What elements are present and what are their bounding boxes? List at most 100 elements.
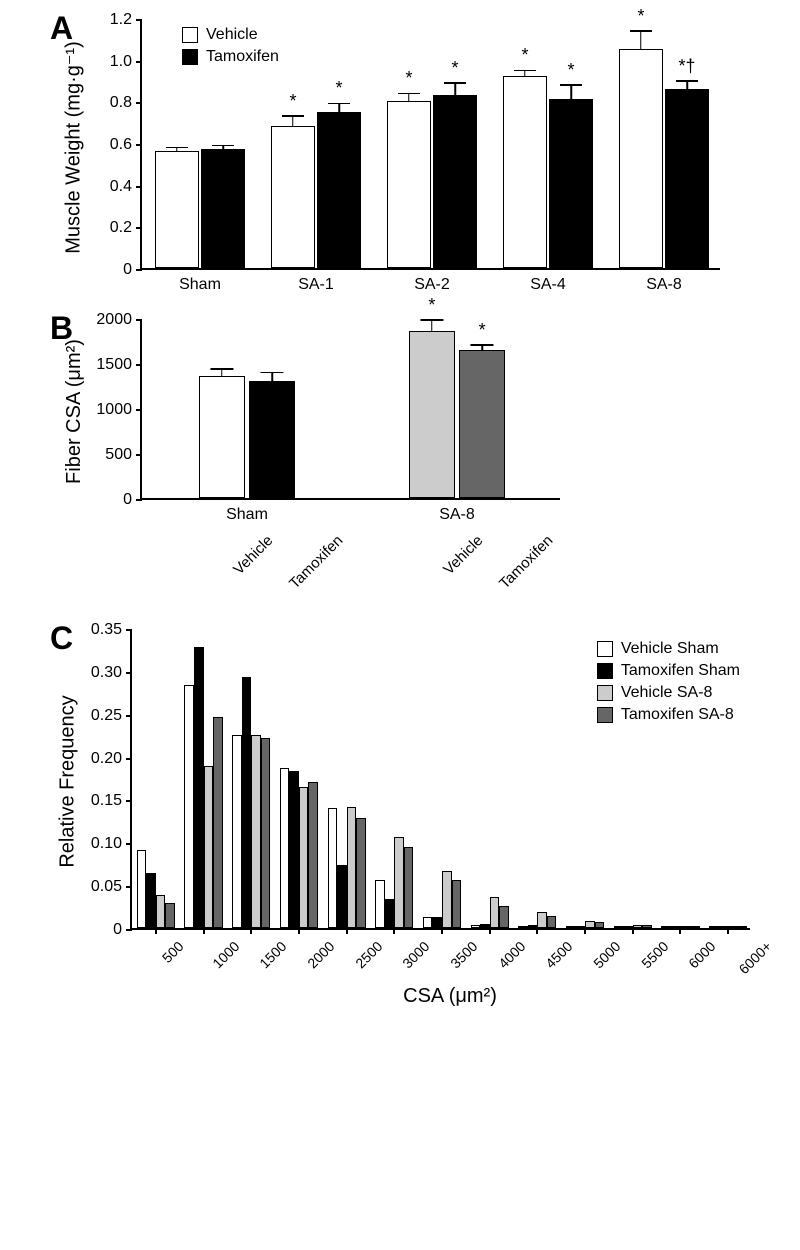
bar — [459, 350, 505, 499]
y-tick — [136, 61, 142, 63]
x-tick-label: 1000 — [209, 938, 242, 971]
legend-label: Vehicle — [206, 26, 258, 44]
x-tick — [393, 928, 395, 934]
hist-bar — [452, 880, 462, 928]
hist-bar — [146, 873, 156, 928]
hist-bar — [499, 906, 509, 928]
y-tick-label: 0.05 — [91, 878, 122, 896]
hist-bar — [156, 895, 166, 928]
error-bar — [570, 85, 572, 100]
hist-bar — [347, 807, 357, 928]
x-tick — [727, 928, 729, 934]
hist-bar — [204, 766, 214, 928]
annotation: * — [521, 45, 528, 66]
hist-bar — [680, 926, 690, 928]
x-tick-label: Sham — [179, 276, 221, 294]
legend-swatch — [597, 663, 613, 679]
annotation: * — [479, 320, 486, 341]
x-tick-label: 5000 — [590, 938, 623, 971]
legend-item: Tamoxifen SA-8 — [597, 706, 740, 724]
y-tick-label: 0.25 — [91, 707, 122, 725]
hist-bar — [375, 880, 385, 928]
bar — [409, 331, 455, 498]
x-tick-label: 1500 — [256, 938, 289, 971]
hist-bar — [518, 926, 528, 928]
group-label: Sham — [226, 506, 268, 524]
y-tick-label: 1500 — [96, 356, 132, 374]
error-cap — [514, 70, 536, 72]
y-tick — [126, 672, 132, 674]
group-label: SA-8 — [439, 506, 475, 524]
y-tick-label: 2000 — [96, 311, 132, 329]
x-tick-label: 500 — [159, 938, 187, 966]
hist-bar — [394, 837, 404, 928]
y-tick — [126, 929, 132, 931]
y-tick-label: 0.8 — [110, 94, 132, 112]
bar — [271, 126, 315, 268]
bar — [201, 149, 245, 268]
legend-swatch — [597, 641, 613, 657]
error-cap — [210, 368, 233, 370]
x-tick-label: 5500 — [638, 938, 671, 971]
error-cap — [398, 93, 420, 95]
error-bar — [338, 103, 340, 111]
annotation: *† — [679, 56, 696, 77]
y-tick — [136, 269, 142, 271]
bar — [619, 49, 663, 268]
x-tick-label: 3500 — [447, 938, 480, 971]
panel-a-legend: Vehicle Tamoxifen — [182, 26, 279, 70]
x-tick-label: 6000+ — [736, 938, 775, 977]
hist-bar — [738, 926, 748, 928]
hist-bar — [423, 917, 433, 928]
panel-a-chart: Muscle Weight (mg·g⁻¹) Vehicle Tamoxifen… — [140, 20, 720, 270]
x-tick-label: SA-8 — [646, 276, 682, 294]
hist-bar — [442, 871, 452, 928]
x-tick — [584, 928, 586, 934]
x-tick — [346, 928, 348, 934]
x-tick — [203, 928, 205, 934]
y-tick-label: 0.6 — [110, 136, 132, 154]
x-tick-label: 4000 — [495, 938, 528, 971]
y-tick-label: 0.35 — [91, 621, 122, 639]
bar — [249, 381, 295, 498]
y-tick — [126, 843, 132, 845]
panel-b-chart: Fiber CSA (μm²) 0500100015002000**ShamSA… — [140, 320, 560, 500]
hist-bar — [404, 847, 414, 928]
panel-b-ylabel: Fiber CSA (μm²) — [63, 339, 86, 484]
y-tick-label: 0 — [113, 921, 122, 939]
error-bar — [292, 116, 294, 126]
legend-item: Tamoxifen — [182, 48, 279, 66]
panel-c-xlabel: CSA (μm²) — [130, 985, 770, 1008]
y-tick — [136, 319, 142, 321]
x-tick-label: SA-2 — [414, 276, 450, 294]
bar-sub-label: Vehicle — [440, 532, 486, 578]
error-cap — [560, 84, 582, 86]
bar — [665, 89, 709, 268]
annotation: * — [428, 295, 435, 316]
bar-sub-label: Tamoxifen — [286, 532, 346, 592]
bar — [155, 151, 199, 268]
error-cap — [166, 147, 188, 149]
hist-bar — [566, 926, 576, 928]
error-bar — [640, 31, 642, 50]
y-tick-label: 0 — [123, 491, 132, 509]
hist-bar — [709, 926, 719, 928]
error-bar — [431, 320, 433, 331]
bar — [503, 76, 547, 268]
y-tick-label: 0.10 — [91, 835, 122, 853]
hist-bar — [356, 818, 366, 928]
hist-bar — [585, 921, 595, 928]
annotation: * — [568, 60, 575, 81]
annotation: * — [336, 78, 343, 99]
y-tick-label: 0.20 — [91, 750, 122, 768]
bar — [433, 95, 477, 268]
error-bar — [454, 83, 456, 96]
error-bar — [221, 369, 223, 376]
y-tick — [136, 144, 142, 146]
hist-bar — [661, 926, 671, 928]
error-cap — [676, 80, 698, 82]
bar — [549, 99, 593, 268]
error-cap — [420, 319, 443, 321]
y-tick-label: 500 — [105, 446, 132, 464]
hist-bar — [614, 926, 624, 928]
